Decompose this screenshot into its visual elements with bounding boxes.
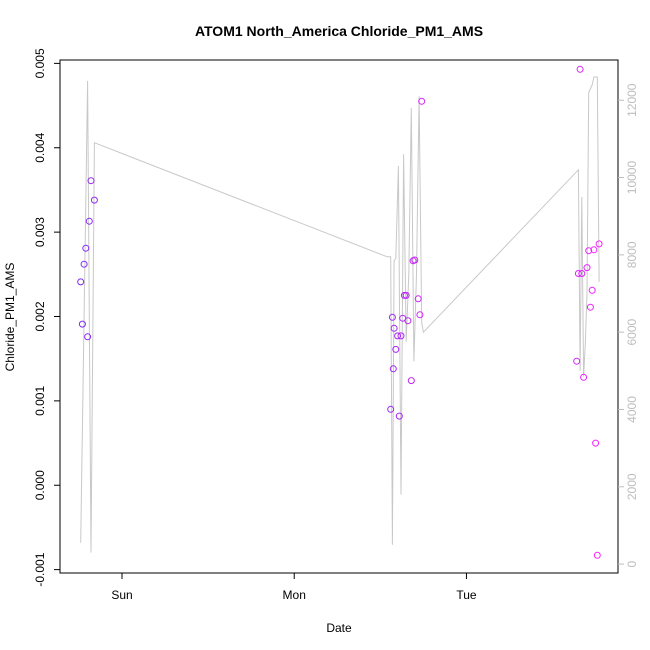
data-point — [578, 270, 586, 277]
y2-tick-label: 8000 — [625, 241, 639, 268]
series-line — [80, 76, 600, 553]
data-point — [593, 551, 601, 559]
data-point — [390, 324, 398, 332]
data-point — [84, 333, 92, 341]
data-point — [80, 260, 88, 268]
data-point — [392, 345, 400, 353]
data-point — [407, 377, 415, 385]
data-point — [90, 196, 98, 204]
y-tick-label: 0.005 — [33, 48, 47, 78]
data-point — [394, 332, 402, 340]
y2-tick-label: 2000 — [625, 473, 639, 500]
y2-tick-label: 10000 — [625, 161, 639, 195]
data-point — [404, 317, 412, 325]
data-point — [592, 439, 600, 447]
y-tick-label: 0.003 — [33, 217, 47, 247]
data-point — [77, 278, 85, 286]
data-point — [580, 373, 588, 381]
x-axis: Sun Mon Tue — [111, 573, 477, 602]
data-point — [414, 295, 422, 303]
data-point — [588, 286, 596, 294]
data-point — [389, 365, 397, 373]
data-point — [85, 217, 93, 225]
chart-title: ATOM1 North_America Chloride_PM1_AMS — [195, 23, 483, 39]
y-axis-label: Chloride_PM1_AMS — [3, 263, 17, 372]
data-point — [82, 244, 90, 252]
data-point — [395, 412, 403, 420]
x-tick-label: Tue — [456, 588, 477, 602]
data-point — [388, 313, 396, 321]
x-tick-label: Sun — [111, 588, 132, 602]
data-point — [576, 65, 584, 73]
data-point — [397, 332, 405, 340]
data-point — [590, 246, 598, 254]
data-point — [418, 97, 426, 105]
y-tick-label: 0.000 — [33, 470, 47, 500]
y-tick-label: 0.002 — [33, 301, 47, 331]
data-point — [573, 357, 581, 365]
y2-tick-label: 0 — [625, 560, 639, 567]
y2-tick-label: 6000 — [625, 318, 639, 345]
data-point — [585, 247, 593, 255]
series-line-layer — [80, 76, 600, 553]
y-axis-left: -0.001 0.000 0.001 0.002 0.003 0.004 0.005 — [33, 48, 60, 587]
data-point — [402, 291, 410, 299]
data-point — [583, 264, 591, 272]
data-point — [411, 256, 419, 264]
y-tick-label: -0.001 — [33, 552, 47, 586]
x-axis-label: Date — [326, 621, 352, 635]
data-point — [416, 311, 424, 319]
data-point — [574, 270, 582, 277]
data-point — [78, 320, 86, 328]
y-tick-label: 0.004 — [33, 132, 47, 162]
y2-tick-label: 12000 — [625, 83, 639, 117]
data-point — [586, 303, 594, 311]
data-point — [87, 177, 95, 185]
x-tick-label: Mon — [283, 588, 306, 602]
y2-tick-label: 4000 — [625, 396, 639, 423]
y-axis-right: 0 2000 4000 6000 8000 10000 12000 — [618, 83, 639, 567]
y-tick-label: 0.001 — [33, 386, 47, 416]
series-points-layer — [77, 65, 603, 559]
data-point — [387, 405, 395, 413]
data-point — [595, 240, 603, 248]
